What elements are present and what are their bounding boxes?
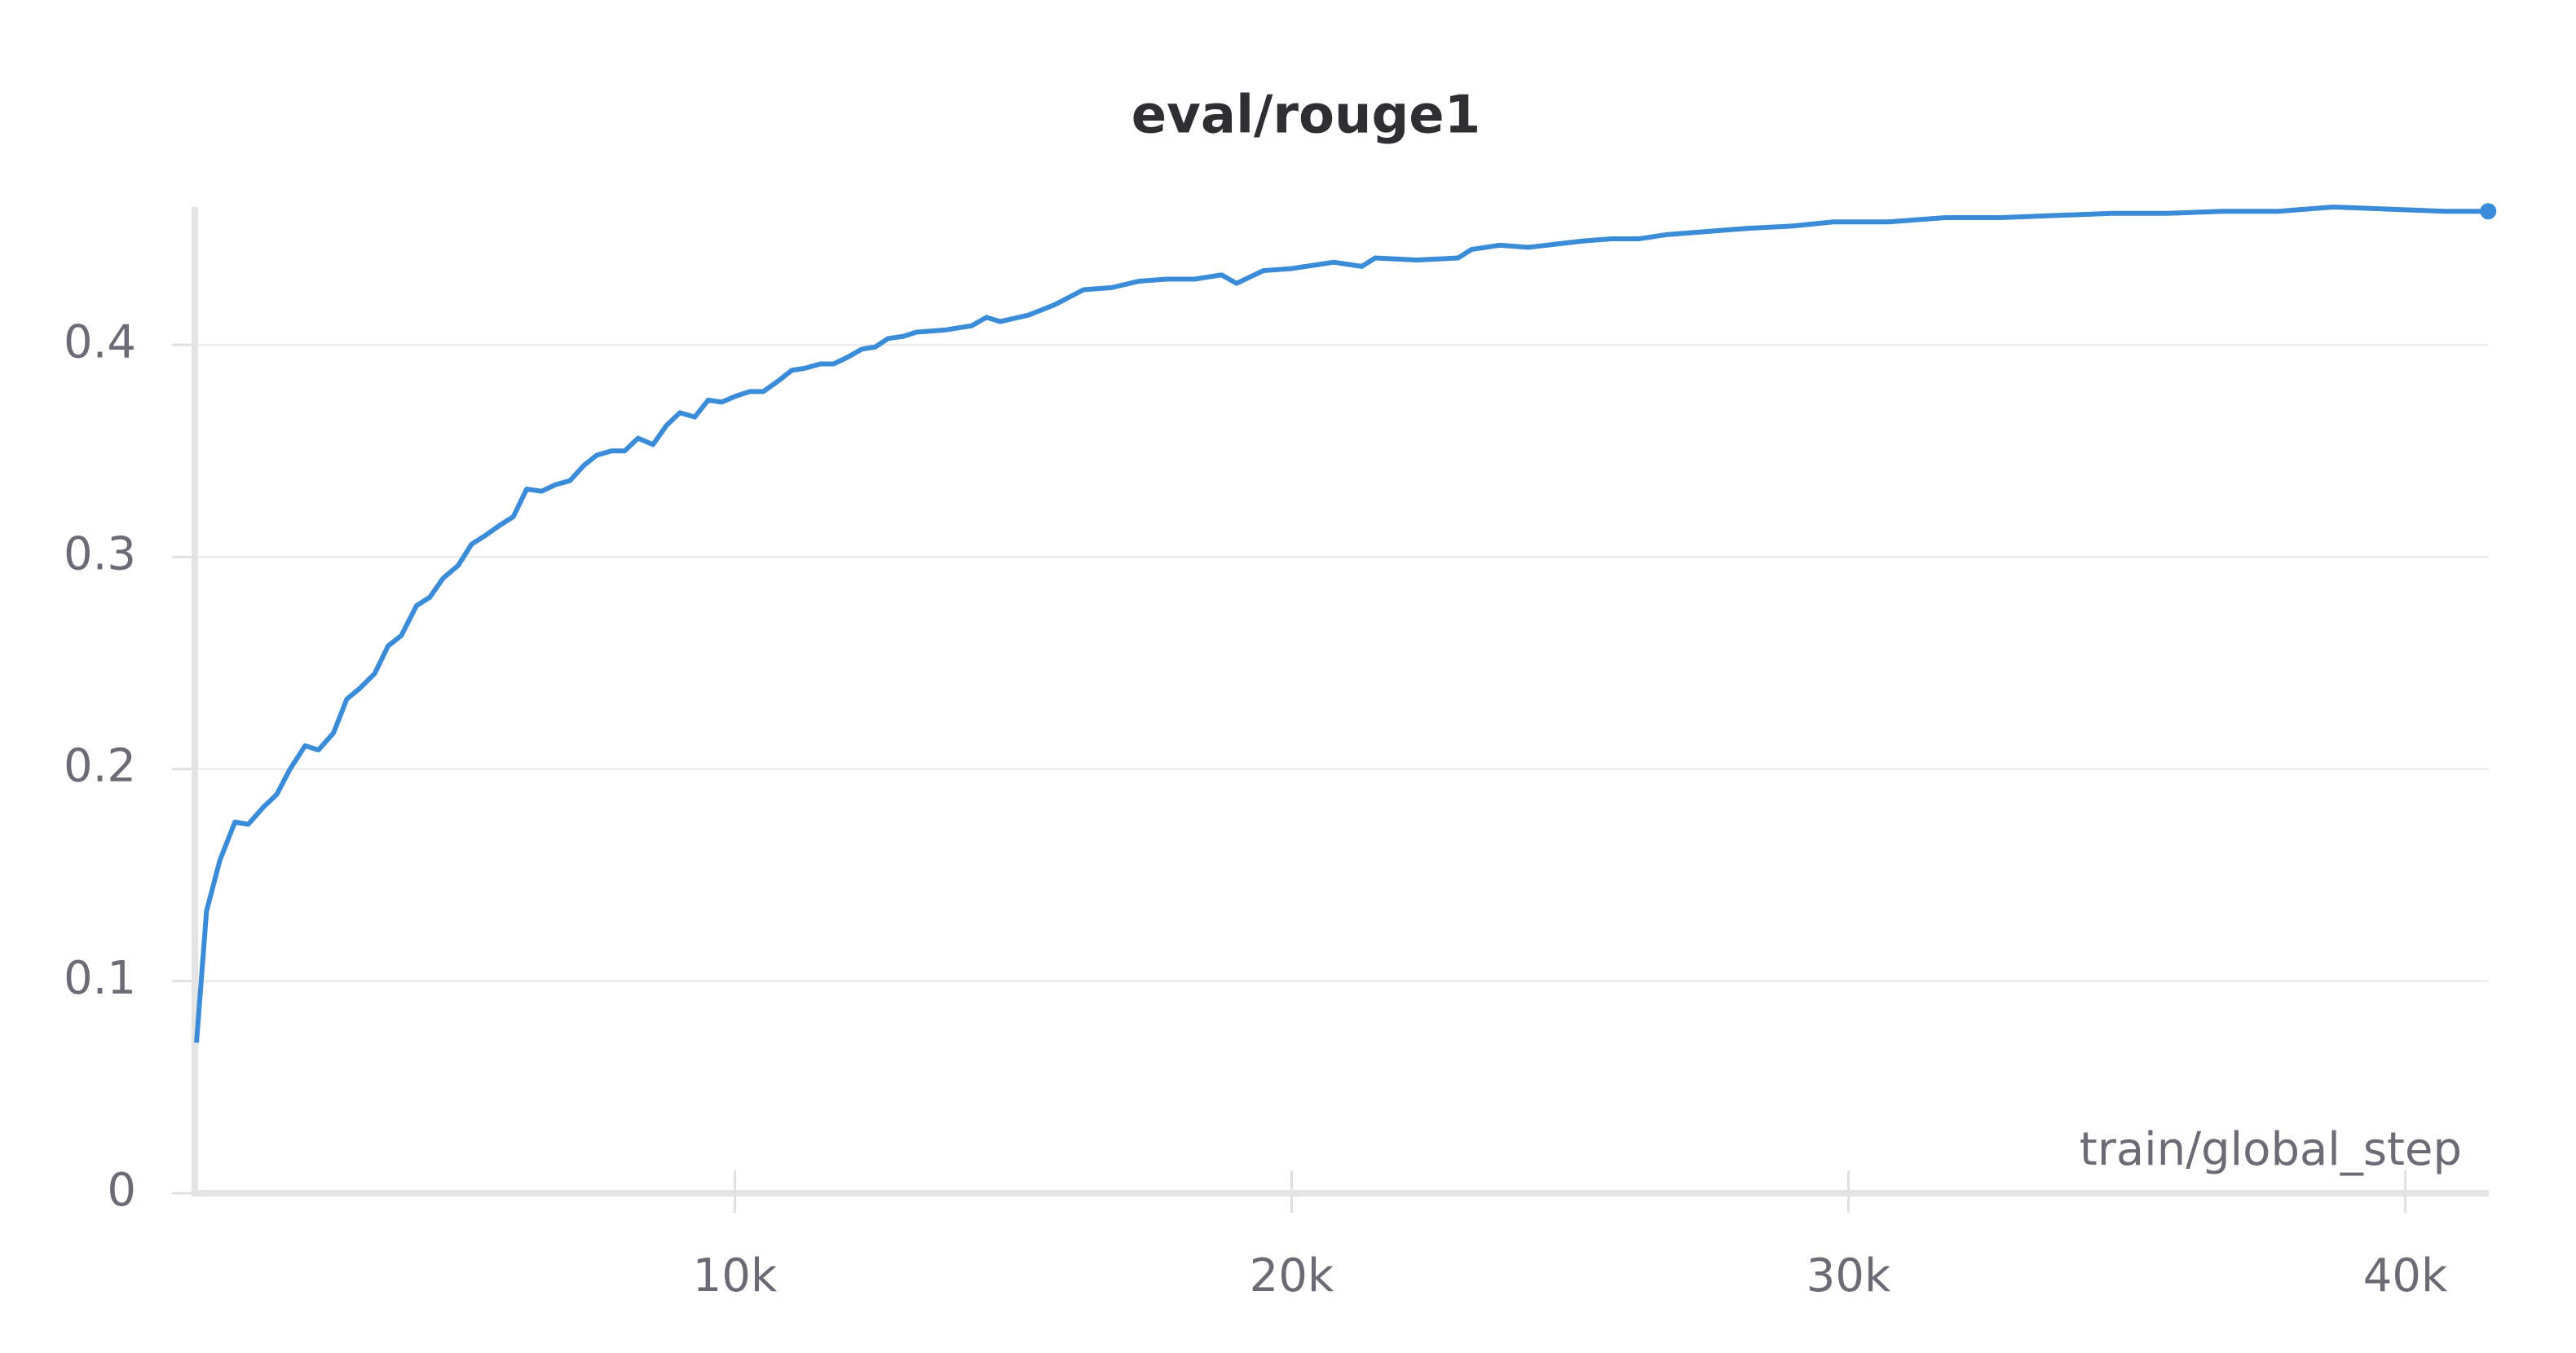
x-axis-title: train/global_step	[2080, 1123, 2462, 1176]
end-point	[2480, 203, 2497, 220]
x-tick-label: 30k	[1806, 1249, 1891, 1302]
x-tick-label: 10k	[693, 1249, 778, 1302]
y-tick-label: 0.2	[64, 740, 136, 793]
y-tick-label: 0.1	[64, 952, 136, 1005]
y-tick-label: 0.3	[64, 527, 136, 580]
x-tick-label: 20k	[1250, 1249, 1334, 1302]
data-line	[194, 205, 2489, 1043]
y-tick-label: 0.4	[64, 315, 136, 368]
y-tick-label: 0	[107, 1164, 136, 1217]
x-tick-label: 40k	[2363, 1249, 2448, 1302]
chart-title: eval/rouge1	[1131, 86, 1480, 146]
